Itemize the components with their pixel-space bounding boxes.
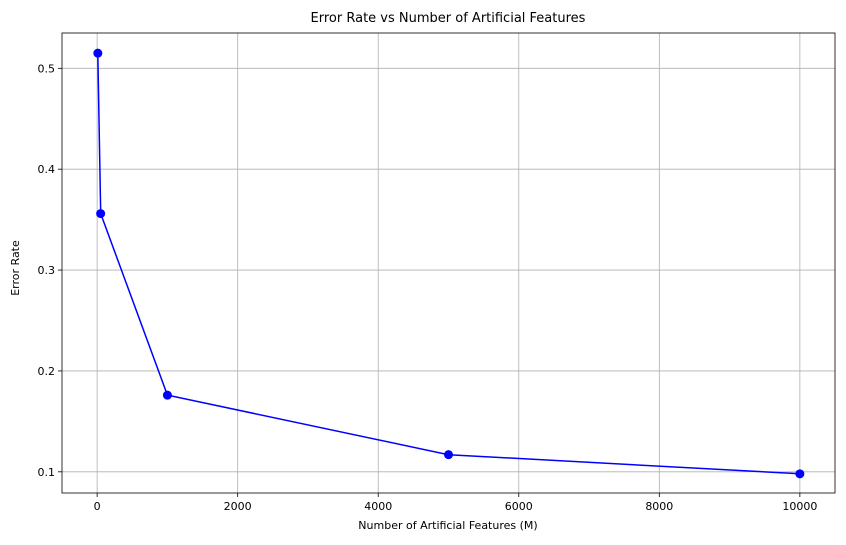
- series-line: [97, 53, 800, 475]
- series-layer: [93, 48, 805, 479]
- data-point: [795, 469, 805, 479]
- y-tick-label: 0.4: [38, 163, 56, 176]
- data-point: [93, 48, 103, 58]
- x-tick-label: 4000: [364, 500, 392, 513]
- x-axis-label: Number of Artificial Features (M): [358, 519, 537, 532]
- chart-title: Error Rate vs Number of Artificial Featu…: [311, 11, 586, 26]
- x-tick-label: 8000: [645, 500, 673, 513]
- y-tick-label: 0.5: [38, 62, 56, 75]
- data-point: [444, 450, 453, 460]
- y-tick-label: 0.1: [38, 466, 56, 479]
- x-tick-label: 10000: [782, 500, 817, 513]
- data-point: [162, 390, 172, 400]
- y-tick-label: 0.2: [38, 365, 56, 378]
- grid-lines: [62, 33, 835, 493]
- y-axis-label: Error Rate: [9, 240, 22, 296]
- data-point: [96, 209, 106, 219]
- axis-ticks: 0 2000 4000 6000 8000 10000 0.1 0.2 0.3 0.4 0.5: [38, 62, 818, 513]
- x-tick-label: 2000: [224, 500, 252, 513]
- x-tick-label: 0: [94, 500, 101, 513]
- plot-frame: [61, 32, 836, 494]
- x-tick-label: 6000: [505, 500, 533, 513]
- y-tick-label: 0.3: [38, 264, 56, 277]
